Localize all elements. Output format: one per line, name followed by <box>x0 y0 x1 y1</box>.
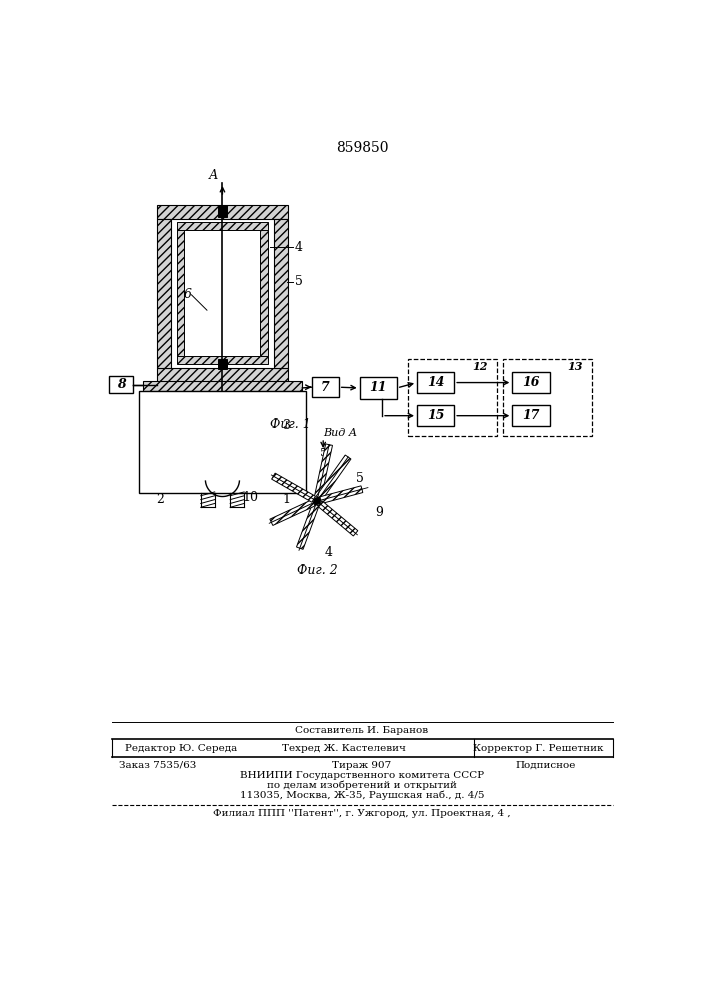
Text: 859850: 859850 <box>336 141 388 155</box>
Bar <box>503 359 592 436</box>
Bar <box>143 381 303 391</box>
Bar <box>156 368 288 382</box>
Polygon shape <box>296 504 319 549</box>
Text: 8: 8 <box>117 378 125 391</box>
Text: 5: 5 <box>320 448 327 458</box>
Text: 17: 17 <box>522 409 539 422</box>
Text: Составитель И. Баранов: Составитель И. Баранов <box>296 726 428 735</box>
Text: Корректор Г. Решетник: Корректор Г. Решетник <box>472 744 603 753</box>
Bar <box>185 230 260 356</box>
Bar <box>156 219 170 368</box>
Text: 9: 9 <box>375 506 383 519</box>
Text: 4: 4 <box>325 546 332 559</box>
Polygon shape <box>271 473 315 502</box>
Text: 10: 10 <box>243 491 259 504</box>
Bar <box>109 376 134 393</box>
Text: Вид А: Вид А <box>323 428 357 438</box>
Text: ВНИИПИ Государственного комитета СССР: ВНИИПИ Государственного комитета СССР <box>240 771 484 780</box>
Text: 4: 4 <box>295 241 303 254</box>
Bar <box>417 372 454 393</box>
Bar <box>312 377 339 397</box>
Circle shape <box>314 498 320 504</box>
Polygon shape <box>315 444 332 498</box>
Text: Подписное: Подписное <box>515 761 575 770</box>
Bar <box>274 219 288 368</box>
Polygon shape <box>317 501 358 536</box>
Bar <box>408 359 497 436</box>
Text: Заказ 7535/63: Заказ 7535/63 <box>119 761 197 770</box>
Text: Редактор Ю. Середа: Редактор Ю. Середа <box>125 744 238 753</box>
Bar <box>260 230 268 356</box>
Bar <box>218 359 227 369</box>
Text: 11: 11 <box>370 381 387 394</box>
Text: 14: 14 <box>427 376 444 389</box>
Text: Фиг. 2: Фиг. 2 <box>297 564 337 577</box>
Bar <box>218 206 227 217</box>
Text: 5: 5 <box>356 472 363 485</box>
Bar <box>139 391 306 493</box>
Polygon shape <box>270 500 315 525</box>
Text: 13: 13 <box>567 361 583 372</box>
Bar <box>513 372 549 393</box>
Text: 1: 1 <box>283 493 291 506</box>
Bar <box>417 405 454 426</box>
Text: 2: 2 <box>156 493 165 506</box>
Polygon shape <box>316 455 351 500</box>
Bar <box>177 356 268 364</box>
Text: 12: 12 <box>472 361 488 372</box>
Bar <box>166 399 279 433</box>
Bar <box>360 377 397 399</box>
Bar <box>177 222 268 230</box>
Text: Филиал ППП ''Патент'', г. Ужгород, ул. Проектная, 4 ,: Филиал ППП ''Патент'', г. Ужгород, ул. П… <box>213 809 510 818</box>
Text: по делам изобретений и открытий: по делам изобретений и открытий <box>267 781 457 790</box>
Text: Техред Ж. Кастелевич: Техред Ж. Кастелевич <box>282 744 406 753</box>
Text: 6: 6 <box>184 288 192 301</box>
Text: 15: 15 <box>427 409 444 422</box>
Polygon shape <box>320 486 363 504</box>
Text: Тираж 907: Тираж 907 <box>332 761 392 770</box>
Bar <box>156 205 288 219</box>
Text: 113035, Москва, Ж-35, Раушская наб., д. 4/5: 113035, Москва, Ж-35, Раушская наб., д. … <box>240 791 484 800</box>
Bar <box>177 230 185 356</box>
Text: 7: 7 <box>321 381 329 394</box>
Bar <box>513 405 549 426</box>
Text: 3: 3 <box>283 419 291 432</box>
Text: 16: 16 <box>522 376 539 389</box>
Text: 5: 5 <box>295 275 303 288</box>
Text: Фиг. 1: Фиг. 1 <box>269 418 310 431</box>
Text: А: А <box>209 169 218 182</box>
